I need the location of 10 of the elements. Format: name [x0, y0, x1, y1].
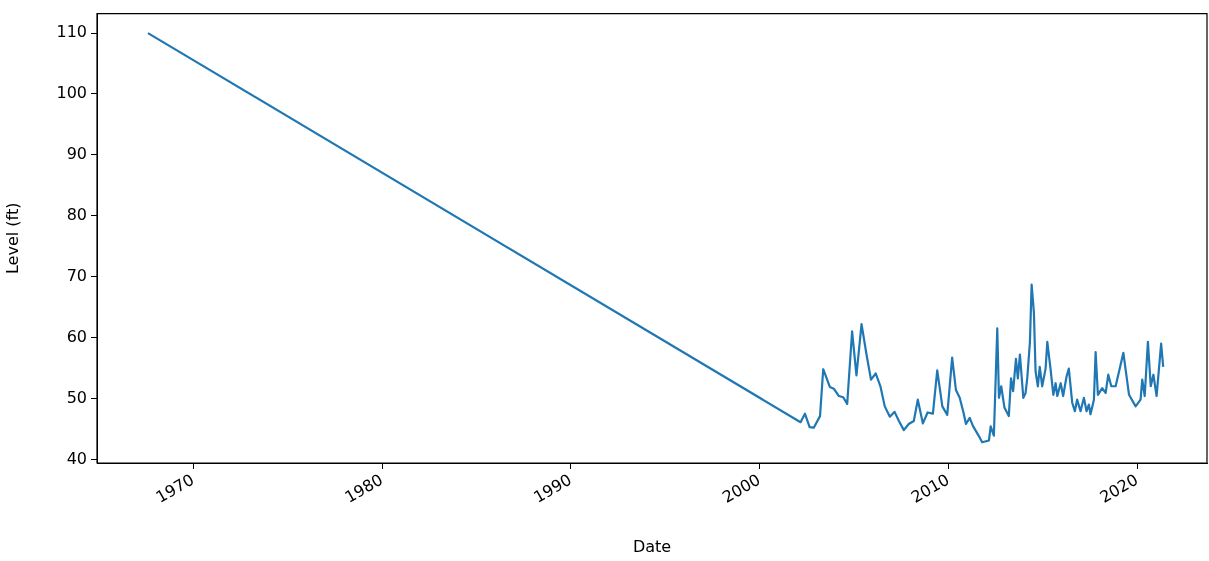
y-axis-title: Level (ft) — [2, 202, 22, 275]
y-tick-label: 60 — [66, 326, 87, 346]
y-tick-label: 70 — [66, 265, 87, 285]
y-tick-label: 40 — [66, 448, 87, 468]
y-tick-label: 90 — [66, 144, 87, 164]
y-tick-label: 50 — [66, 387, 87, 407]
y-tick-label: 100 — [56, 83, 87, 103]
y-tick-label: 80 — [66, 204, 87, 224]
y-tick-label: 110 — [56, 22, 87, 42]
x-axis-title: Date — [632, 536, 672, 556]
